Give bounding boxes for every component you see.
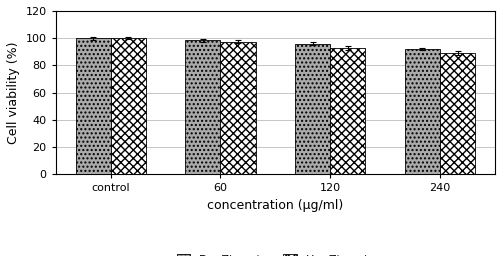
Bar <box>220 41 255 174</box>
Bar <box>439 53 474 174</box>
Y-axis label: Cell viability (%): Cell viability (%) <box>7 41 20 144</box>
Bar <box>295 44 330 174</box>
Bar <box>330 48 365 174</box>
Legend: Dy- Zirconia, Ho- Zirconia: Dy- Zirconia, Ho- Zirconia <box>172 250 377 256</box>
X-axis label: concentration (μg/ml): concentration (μg/ml) <box>207 199 343 212</box>
Bar <box>404 49 439 174</box>
Bar <box>111 38 146 174</box>
Bar <box>185 40 220 174</box>
Bar <box>76 38 111 174</box>
